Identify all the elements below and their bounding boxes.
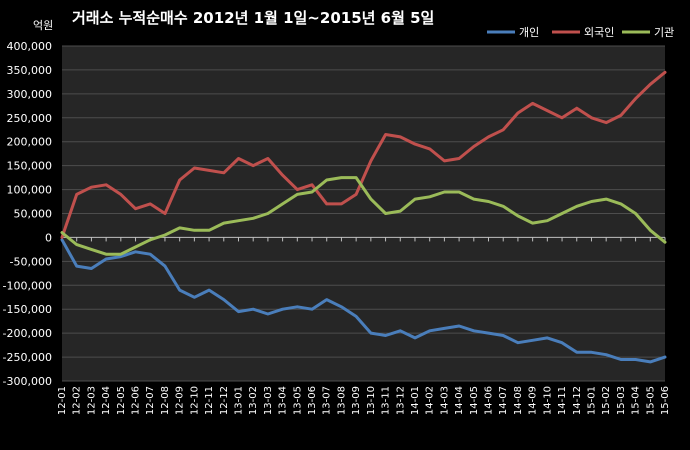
x-tick-label: 14-09 <box>528 386 539 415</box>
x-tick-label: 13-12 <box>395 386 406 415</box>
y-tick-label: 350,000 <box>7 64 53 77</box>
x-tick-label: 14-08 <box>513 386 524 415</box>
x-tick-label: 12-08 <box>160 386 171 415</box>
x-tick-label: 13-07 <box>322 386 333 415</box>
x-tick-label: 12-11 <box>204 386 215 415</box>
x-tick-label: 13-10 <box>366 386 377 415</box>
x-tick-label: 13-01 <box>233 386 244 415</box>
x-tick-label: 12-10 <box>189 386 200 415</box>
y-tick-label: -100,000 <box>3 279 52 292</box>
x-tick-label: 15-01 <box>586 386 597 415</box>
x-tick-label: 13-11 <box>381 386 392 415</box>
y-tick-label: -250,000 <box>3 351 52 364</box>
chart-title: 거래소 누적순매수 2012년 1월 1일~2015년 6월 5일 <box>72 9 434 27</box>
x-tick-label: 13-05 <box>292 386 303 415</box>
series-lines <box>60 70 667 364</box>
x-tick-label: 13-02 <box>248 386 259 415</box>
y-tick-label: 100,000 <box>7 184 53 197</box>
x-tick-label: 13-04 <box>278 386 289 415</box>
x-tick-label: 12-07 <box>145 386 156 415</box>
y-tick-label: 200,000 <box>7 136 53 149</box>
x-tick-label: 12-12 <box>219 386 230 415</box>
y-tick-label: -50,000 <box>10 255 52 268</box>
x-tick-label: 12-03 <box>86 386 97 415</box>
x-tick-label: 14-05 <box>469 386 480 415</box>
x-tick-label: 14-01 <box>410 386 421 415</box>
series-line-외국인 <box>60 70 667 239</box>
x-tick-label: 13-03 <box>263 386 274 415</box>
x-tick-label: 14-12 <box>572 386 583 415</box>
y-tick-label: -300,000 <box>3 375 52 388</box>
y-tick-label: 150,000 <box>7 160 53 173</box>
x-tick-label: 15-05 <box>645 386 656 415</box>
x-tick-label: 12-05 <box>116 386 127 415</box>
y-tick-label: 0 <box>45 231 52 244</box>
series-line-기관 <box>60 176 667 256</box>
x-tick-label: 13-06 <box>307 386 318 415</box>
y-tick-label: -200,000 <box>3 327 52 340</box>
legend: 개인 외국인 기관 <box>487 26 674 39</box>
y-tick-label: 300,000 <box>7 88 53 101</box>
x-axis: 12-01 12-02 12-03 12-04 12-05 12-06 12-07 12-08… <box>57 236 671 415</box>
x-tick-label: 15-04 <box>631 386 642 415</box>
series-line-개인 <box>60 238 667 364</box>
y-axis: 400,000 350,000 300,000 250,000 200,000 150,0… <box>3 40 52 388</box>
x-tick-label: 14-10 <box>542 386 553 415</box>
x-tick-label: 14-07 <box>498 386 509 415</box>
x-tick-label: 15-03 <box>616 386 627 415</box>
x-tick-label: 14-02 <box>425 386 436 415</box>
x-tick-label: 12-09 <box>175 386 186 415</box>
y-tick-label: 50,000 <box>14 208 53 221</box>
x-tick-label: 13-08 <box>336 386 347 415</box>
x-tick-label: 12-01 <box>57 386 68 415</box>
legend-label: 외국인 <box>584 26 614 39</box>
x-tick-label: 15-02 <box>601 386 612 415</box>
x-tick-label: 12-04 <box>101 386 112 415</box>
x-tick-label: 12-06 <box>131 386 142 415</box>
y-tick-label: 400,000 <box>7 40 53 53</box>
y-tick-label: 250,000 <box>7 112 53 125</box>
y-tick-label: -150,000 <box>3 303 52 316</box>
x-tick-label: 14-11 <box>557 386 568 415</box>
x-tick-label: 14-04 <box>454 386 465 415</box>
unit-label: 억원 <box>33 19 53 32</box>
x-tick-label: 12-02 <box>72 386 83 415</box>
x-tick-label: 13-09 <box>351 386 362 415</box>
legend-label: 개인 <box>519 26 539 39</box>
x-tick-label: 14-06 <box>484 386 495 415</box>
legend-label: 기관 <box>654 26 674 39</box>
x-tick-label: 14-03 <box>439 386 450 415</box>
x-tick-label: 15-06 <box>660 386 671 415</box>
